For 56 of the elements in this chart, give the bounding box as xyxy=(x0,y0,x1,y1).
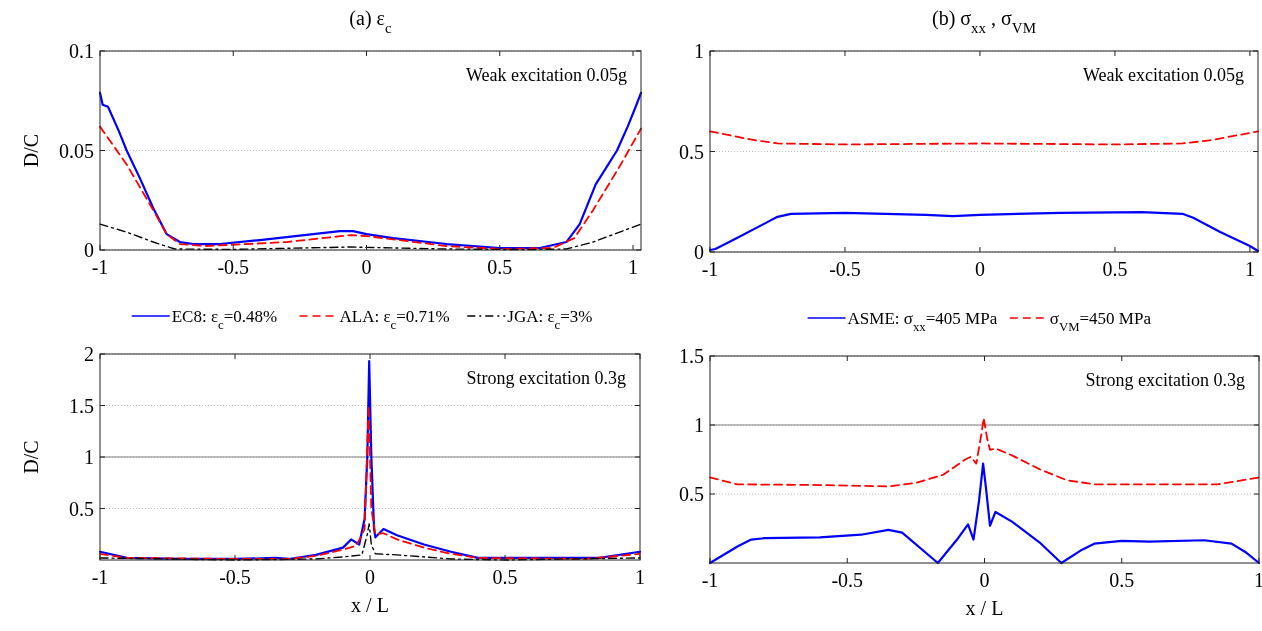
x-tick-label: 0.5 xyxy=(1109,569,1135,591)
y-tick-label: 1.5 xyxy=(69,394,94,417)
x-tick-label: 0.5 xyxy=(1102,258,1128,280)
y-tick-label: 0 xyxy=(84,239,94,261)
x-tick-label: 0 xyxy=(974,258,985,280)
line-series xyxy=(98,360,642,561)
x-tick-label: 0.5 xyxy=(492,566,518,588)
x-tick-label: 0 xyxy=(365,566,375,588)
legend-label: ASME: σ$_{xx}$=405 MPa xyxy=(847,308,998,334)
line-series xyxy=(708,211,1260,253)
legend-label: ALA: ε$_{c}$=0.71% xyxy=(339,306,450,332)
chart-title: (a) ε$_{c}$ xyxy=(349,7,392,36)
x-tick-label: 0 xyxy=(361,256,372,278)
y-tick-label: 2 xyxy=(84,343,94,365)
x-tick-label: -0.5 xyxy=(829,258,861,280)
x-tick-label: 0.5 xyxy=(487,256,513,278)
x-tick-label: 1 xyxy=(635,566,645,588)
y-axis-title: D/C xyxy=(20,440,42,474)
x-tick-label: -1 xyxy=(91,256,109,278)
annotation: Strong excitation 0.3g xyxy=(1085,370,1245,390)
y-tick-label: 1 xyxy=(694,40,704,62)
y-tick-label: 0.1 xyxy=(69,40,94,62)
x-tick-label: -1 xyxy=(701,258,719,280)
annotation: Strong excitation 0.3g xyxy=(466,368,626,388)
legend-label: JGA: ε$_{c}$=3% xyxy=(507,306,593,332)
line-series xyxy=(99,125,642,250)
legend-label: σ$_{VM}$=450 MPa xyxy=(1049,308,1152,334)
y-axis-title: D/C xyxy=(20,133,42,168)
y-tick-label: 1.5 xyxy=(679,345,704,367)
y-tick-label: 0.5 xyxy=(679,140,704,163)
y-tick-label: 1 xyxy=(84,446,94,468)
x-tick-label: -1 xyxy=(701,569,719,591)
legend-label: EC8: ε$_{c}$=0.48% xyxy=(171,306,278,332)
x-tick-label: 1 xyxy=(628,256,638,278)
x-tick-label: 1 xyxy=(1254,569,1262,591)
line-series xyxy=(99,404,641,560)
x-tick-label: -0.5 xyxy=(831,569,864,591)
x-tick-label: 0 xyxy=(979,569,990,591)
x-tick-label: -0.5 xyxy=(219,566,251,588)
annotation: Weak excitation 0.05g xyxy=(1083,65,1244,85)
y-tick-label: 0.5 xyxy=(679,483,704,505)
line-series xyxy=(98,91,643,250)
x-tick-label: 1 xyxy=(1244,258,1255,280)
line-series xyxy=(709,130,1259,146)
x-tick-label: -0.5 xyxy=(217,256,250,278)
y-tick-label: 1 xyxy=(694,414,704,436)
line-series xyxy=(709,417,1260,488)
x-axis-title: x / L xyxy=(351,594,389,616)
y-tick-label: 0 xyxy=(694,241,704,263)
y-tick-label: 0.05 xyxy=(59,139,94,162)
line-series xyxy=(708,462,1261,565)
x-tick-label: -1 xyxy=(91,566,109,588)
x-axis-title: x / L xyxy=(965,597,1004,619)
chart-title: (b) σ$_{xx}$ , σ$_{VM}$ xyxy=(931,7,1037,36)
annotation: Weak excitation 0.05g xyxy=(466,65,627,85)
y-tick-label: 0.5 xyxy=(69,497,94,520)
